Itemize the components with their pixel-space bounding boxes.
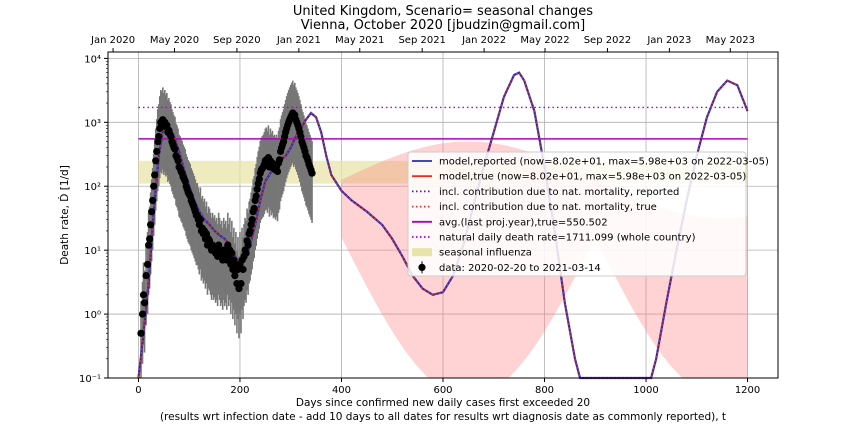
data-point bbox=[140, 299, 149, 307]
legend-label: natural daily death rate=1711.099 (whole… bbox=[439, 233, 696, 244]
legend-swatch bbox=[412, 248, 432, 257]
legend-label: data: 2020-02-20 to 2021-03-14 bbox=[439, 263, 601, 274]
data-point bbox=[250, 204, 258, 213]
data-point bbox=[273, 167, 282, 176]
legend-marker bbox=[418, 263, 426, 271]
top-tick-label: Sep 2020 bbox=[213, 35, 260, 46]
data-point bbox=[148, 208, 156, 216]
data-point bbox=[239, 265, 247, 273]
data-point bbox=[248, 216, 256, 224]
top-tick-label: Jan 2023 bbox=[646, 35, 691, 46]
y-tick-label: 10¹ bbox=[84, 246, 101, 257]
x-tick-label: 1000 bbox=[633, 385, 658, 396]
data-point bbox=[275, 156, 284, 164]
data-point bbox=[244, 241, 252, 249]
data-point bbox=[155, 132, 163, 141]
data-point bbox=[242, 249, 250, 257]
data-point bbox=[138, 310, 147, 318]
legend-label: incl. contribution due to nat. mortality… bbox=[439, 187, 679, 198]
x-tick-label: 200 bbox=[230, 385, 249, 396]
x-tick-label: 0 bbox=[135, 385, 141, 396]
data-point bbox=[174, 157, 182, 165]
y-tick-label: 10⁰ bbox=[84, 310, 101, 321]
legend-label: incl. contribution due to nat. mortality… bbox=[439, 202, 657, 213]
top-tick-label: May 2022 bbox=[520, 35, 569, 46]
data-point bbox=[196, 216, 204, 224]
top-tick-label: Jan 2020 bbox=[90, 35, 135, 46]
data-point bbox=[137, 329, 145, 337]
x-axis-label: Days since confirmed new daily cases fir… bbox=[296, 397, 590, 409]
top-tick-label: May 2020 bbox=[150, 35, 199, 46]
data-point bbox=[252, 192, 260, 200]
x-tick-label: 400 bbox=[332, 385, 351, 396]
legend-label: seasonal influenza bbox=[439, 248, 532, 259]
x-tick-label: 1200 bbox=[735, 385, 760, 396]
top-axis-ticks: Jan 2020 May 2020 Sep 2020 Jan 2021 May 2021… bbox=[90, 35, 755, 52]
chart-title: United Kingdom, Scenario= seasonal chang… bbox=[293, 4, 593, 19]
top-tick-label: May 2021 bbox=[335, 35, 384, 46]
data-point bbox=[231, 271, 239, 280]
legend-label: model,true (now=8.02e+01, max=5.98e+03 o… bbox=[439, 172, 746, 183]
top-tick-label: Sep 2021 bbox=[398, 35, 445, 46]
legend-box bbox=[407, 151, 747, 277]
x-axis-sublabel: (results wrt infection date - add 10 day… bbox=[160, 411, 726, 423]
chart-subtitle: Vienna, October 2020 [jbudzin@gmail.com] bbox=[301, 18, 585, 33]
y-tick-label: 10⁻¹ bbox=[79, 374, 101, 385]
x-tick-label: 600 bbox=[433, 385, 452, 396]
data-point bbox=[153, 147, 161, 156]
legend: model,reported (now=8.02e+01, max=5.98e+… bbox=[407, 151, 769, 277]
x-axis-ticks: 0 200 400 600 800 1000 1200 bbox=[135, 378, 760, 396]
top-tick-label: Jan 2021 bbox=[276, 35, 321, 46]
top-tick-label: Jan 2022 bbox=[461, 35, 506, 46]
data-point bbox=[308, 169, 316, 177]
data-point bbox=[147, 221, 155, 229]
data-point bbox=[150, 182, 158, 190]
data-point bbox=[152, 157, 160, 165]
data-point bbox=[139, 291, 148, 299]
legend-label: avg.(last proj.year),true=550.502 bbox=[439, 217, 608, 228]
model-true-line bbox=[137, 71, 749, 379]
data-point bbox=[228, 249, 236, 257]
data-point bbox=[146, 235, 154, 243]
data-point bbox=[171, 145, 179, 153]
data-point bbox=[142, 271, 150, 280]
data-point bbox=[151, 171, 159, 179]
data-point bbox=[253, 185, 261, 193]
y-tick-label: 10⁴ bbox=[84, 54, 101, 65]
data-point bbox=[149, 196, 157, 205]
data-point bbox=[143, 260, 152, 268]
y-axis-label: Death rate, Ḋ [1/d] bbox=[58, 165, 71, 265]
data-point bbox=[145, 241, 153, 249]
data-point bbox=[255, 175, 263, 183]
legend-label: model,reported (now=8.02e+01, max=5.98e+… bbox=[439, 157, 769, 168]
y-tick-label: 10² bbox=[84, 182, 101, 193]
x-tick-label: 800 bbox=[535, 385, 554, 396]
y-tick-label: 10³ bbox=[84, 118, 101, 129]
top-tick-label: Sep 2022 bbox=[584, 35, 631, 46]
data-point bbox=[237, 279, 245, 288]
data-point bbox=[246, 227, 254, 235]
y-axis-ticks: 10⁻¹ 10⁰ 10¹ 10² 10³ 10⁴ bbox=[79, 54, 108, 385]
top-tick-label: May 2023 bbox=[706, 35, 755, 46]
